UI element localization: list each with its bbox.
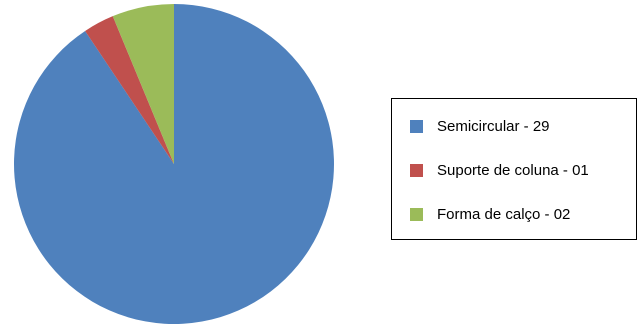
legend-item-forma-de-calco: Forma de calço - 02 (410, 204, 570, 224)
pie-slice-2 (112, 4, 174, 164)
legend-swatch-semicircular (410, 119, 423, 133)
pie-slice-1 (85, 16, 174, 164)
pie-slice-0 (14, 4, 335, 324)
legend-swatch-suporte-de-coluna (410, 163, 423, 177)
legend-item-semicircular: Semicircular - 29 (410, 116, 550, 136)
chart-legend: Semicircular - 29 Suporte de coluna - 01… (391, 98, 637, 240)
legend-label-suporte-de-coluna: Suporte de coluna - 01 (437, 161, 589, 179)
legend-item-suporte-de-coluna: Suporte de coluna - 01 (410, 160, 589, 180)
legend-swatch-forma-de-calco (410, 207, 423, 221)
legend-label-forma-de-calco: Forma de calço - 02 (437, 205, 571, 223)
legend-label-semicircular: Semicircular - 29 (437, 117, 550, 135)
